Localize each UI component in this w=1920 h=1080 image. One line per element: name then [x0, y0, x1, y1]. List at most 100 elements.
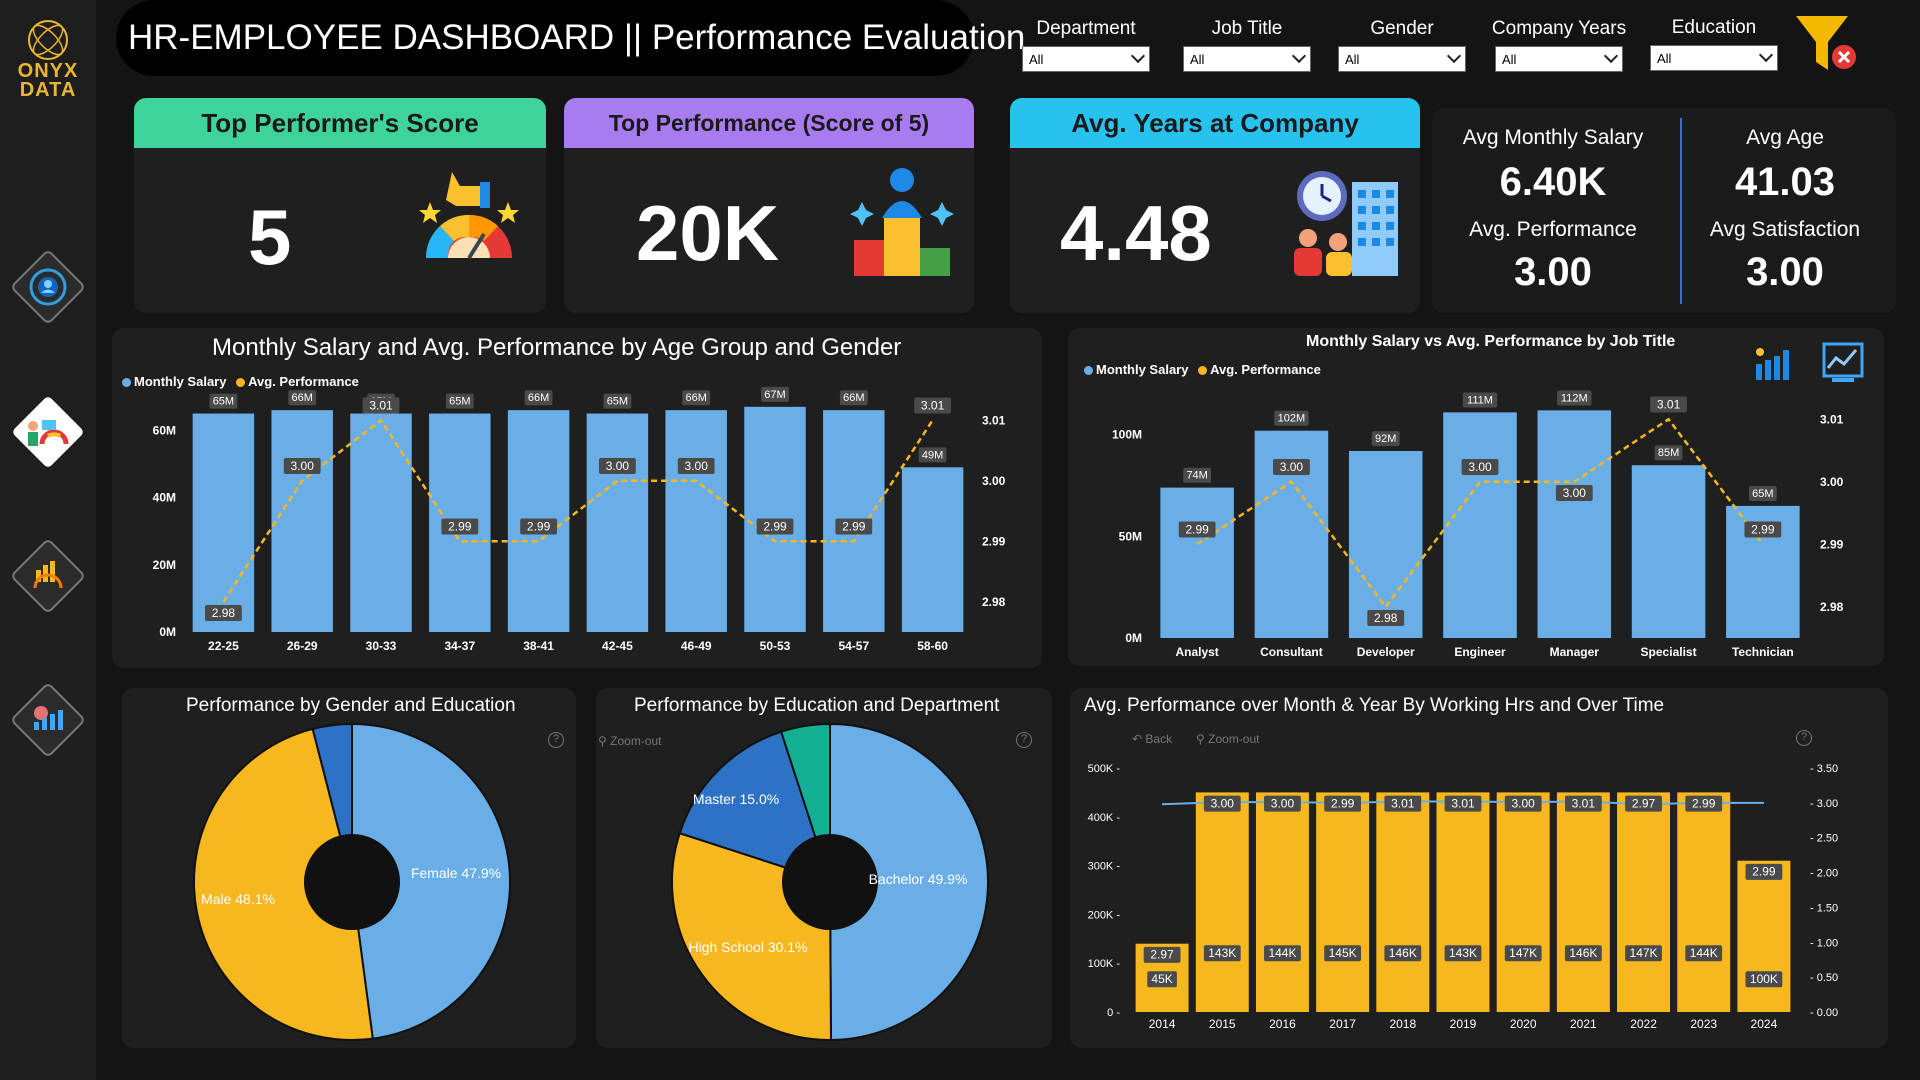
- stat-avg-age-value: 41.03: [1734, 160, 1836, 204]
- performance-line: [1196, 417, 1764, 609]
- performance-point-label-box: [362, 397, 400, 414]
- bar-salary-label-box: [839, 390, 868, 406]
- filter-company-years-value: All: [1502, 52, 1517, 67]
- x-axis-tick: 2023: [1690, 1017, 1717, 1031]
- bar-salary-label: 67M: [764, 389, 785, 401]
- bar-working-hours: [1617, 792, 1671, 1012]
- x-axis-tick: Technician: [1732, 645, 1794, 659]
- bar-working-hours: [1195, 792, 1249, 1012]
- performance-point-label: 3.00: [291, 459, 315, 473]
- y2-axis-tick: 2.98: [982, 595, 1006, 609]
- bar-salary-label: 112M: [1561, 392, 1588, 404]
- stat-avg-performance-value: 3.00: [1514, 250, 1592, 294]
- nav-attrition[interactable]: [8, 680, 88, 760]
- bar-salary-label-box: [1183, 467, 1212, 483]
- filter-company-years-dropdown[interactable]: All: [1495, 46, 1623, 72]
- y2-axis-tick: - 2.00: [1810, 868, 1838, 880]
- bar-working-hours-label: 144K: [1690, 946, 1718, 960]
- x-axis-tick: 2016: [1269, 1017, 1296, 1031]
- x-axis-tick: 2020: [1510, 1017, 1537, 1031]
- performance-point-label-box: [1384, 795, 1422, 812]
- performance-point-label-box: [1324, 795, 1362, 812]
- back-arrow-icon: ↶: [1132, 732, 1143, 746]
- kpi-top-performer-score-value: 5: [248, 193, 292, 281]
- filter-education-dropdown[interactable]: All: [1650, 45, 1778, 71]
- kpi-avg-years: Avg. Years at Company 4.48: [1010, 98, 1420, 313]
- performance-line: [222, 418, 934, 603]
- y2-axis-tick: 3.00: [982, 474, 1006, 488]
- bar-salary: [192, 413, 255, 632]
- filter-job-title: Job Title All: [1183, 18, 1311, 72]
- pie-slice-label: Male 48.1%: [201, 891, 275, 907]
- bar-salary-label: 111M: [1467, 394, 1493, 406]
- help-icon[interactable]: ?: [1796, 730, 1812, 746]
- filter-job-title-dropdown[interactable]: All: [1183, 46, 1311, 72]
- nav-satisfaction[interactable]: [8, 536, 88, 616]
- bar-salary-label-box: [1462, 392, 1498, 408]
- zoom-out-label: Zoom-out: [610, 734, 662, 748]
- pie-slice-label: Bachelor 49.9%: [869, 871, 968, 887]
- bar-salary: [1160, 487, 1234, 638]
- chart-gender-education-panel: Performance by Gender and Education ? Fe…: [122, 688, 576, 1048]
- performance-point-label-box: [1143, 946, 1181, 963]
- dashboard-title: HR-EMPLOYEE DASHBOARD || Performance Eva…: [128, 18, 1026, 57]
- filter-department-dropdown[interactable]: All: [1022, 46, 1150, 72]
- y2-axis-tick: 2.99: [982, 534, 1006, 548]
- x-axis-tick: 2022: [1630, 1017, 1657, 1031]
- person-chart-icon: [12, 684, 84, 756]
- filter-department-label: Department: [1036, 18, 1136, 39]
- filter-gender-dropdown[interactable]: All: [1338, 46, 1466, 72]
- chart-yearly-performance-title: Avg. Performance over Month & Year By Wo…: [1084, 695, 1665, 716]
- legend-dot-salary: [122, 378, 131, 388]
- bar-working-hours-label: 145K: [1329, 946, 1357, 960]
- x-axis-tick: 26-29: [287, 639, 318, 653]
- nav-employee-overview[interactable]: [8, 247, 88, 327]
- y-axis-tick: 500K -: [1088, 763, 1121, 775]
- chart-gender-education-title: Performance by Gender and Education: [186, 695, 516, 716]
- chart-yearly-performance-panel: Avg. Performance over Month & Year By Wo…: [1070, 688, 1888, 1048]
- x-axis-tick: 58-60: [917, 639, 948, 653]
- stat-avg-satisfaction-label: Avg Satisfaction: [1709, 218, 1861, 241]
- bar-working-hours-label: 143K: [1208, 946, 1236, 960]
- performance-point-label-box: [914, 397, 951, 414]
- zoom-out-button[interactable]: ⚲ Zoom-out: [598, 734, 662, 748]
- brand-logo: ONYX DATA: [10, 18, 86, 100]
- kpi-top-performance: Top Performance (Score of 5) 20K: [564, 98, 974, 313]
- y2-axis-tick: 3.00: [1820, 475, 1844, 489]
- y-axis-tick: 20M: [153, 558, 176, 572]
- bar-working-hours-label-box: [1264, 945, 1301, 962]
- nav-performance-evaluation[interactable]: [8, 392, 88, 472]
- help-icon[interactable]: ?: [1016, 732, 1032, 748]
- bar-working-hours-label: 147K: [1509, 946, 1537, 960]
- y2-axis-tick: - 1.00: [1810, 937, 1838, 949]
- x-axis-tick: 22-25: [208, 639, 239, 653]
- performance-point-label-box: [677, 457, 715, 474]
- filter-gender-value: All: [1345, 52, 1360, 67]
- chevron-down-icon: [1130, 48, 1146, 64]
- performance-point-label-box: [1564, 795, 1602, 812]
- clear-filter-icon[interactable]: [1794, 12, 1862, 76]
- performance-point-label: 2.99: [1751, 522, 1775, 536]
- zoom-out-button[interactable]: ⚲ Zoom-out: [1196, 732, 1260, 746]
- bar-working-hours: [1376, 792, 1430, 1012]
- x-axis-tick: 50-53: [760, 639, 791, 653]
- zoom-out-label: Zoom-out: [1208, 732, 1260, 746]
- bar-working-hours-label: 146K: [1389, 946, 1417, 960]
- performance-point-label: 2.99: [1185, 522, 1209, 536]
- bar-working-hours: [1496, 792, 1550, 1012]
- stats-divider: [1680, 118, 1682, 304]
- back-button[interactable]: ↶ Back: [1132, 732, 1172, 746]
- bar-salary-label-box: [1557, 390, 1592, 406]
- help-icon[interactable]: ?: [548, 732, 564, 748]
- pie-education-department-svg: Bachelor 49.9% High School 30.1% Master 15…: [671, 722, 990, 1042]
- y-axis-tick: 100M: [1112, 428, 1142, 442]
- y-axis-tick: 100K -: [1088, 958, 1121, 970]
- bar-salary-label-box: [524, 390, 553, 406]
- pie-slice-label: High School 30.1%: [688, 939, 807, 955]
- bar-working-hours: [1556, 792, 1610, 1012]
- x-axis-tick: 54-57: [838, 639, 869, 653]
- performance-point-label: 2.99: [448, 519, 472, 533]
- performance-point-label-box: [205, 604, 242, 621]
- bar-working-hours-label: 100K: [1750, 972, 1778, 986]
- filter-job-title-label: Job Title: [1211, 18, 1283, 39]
